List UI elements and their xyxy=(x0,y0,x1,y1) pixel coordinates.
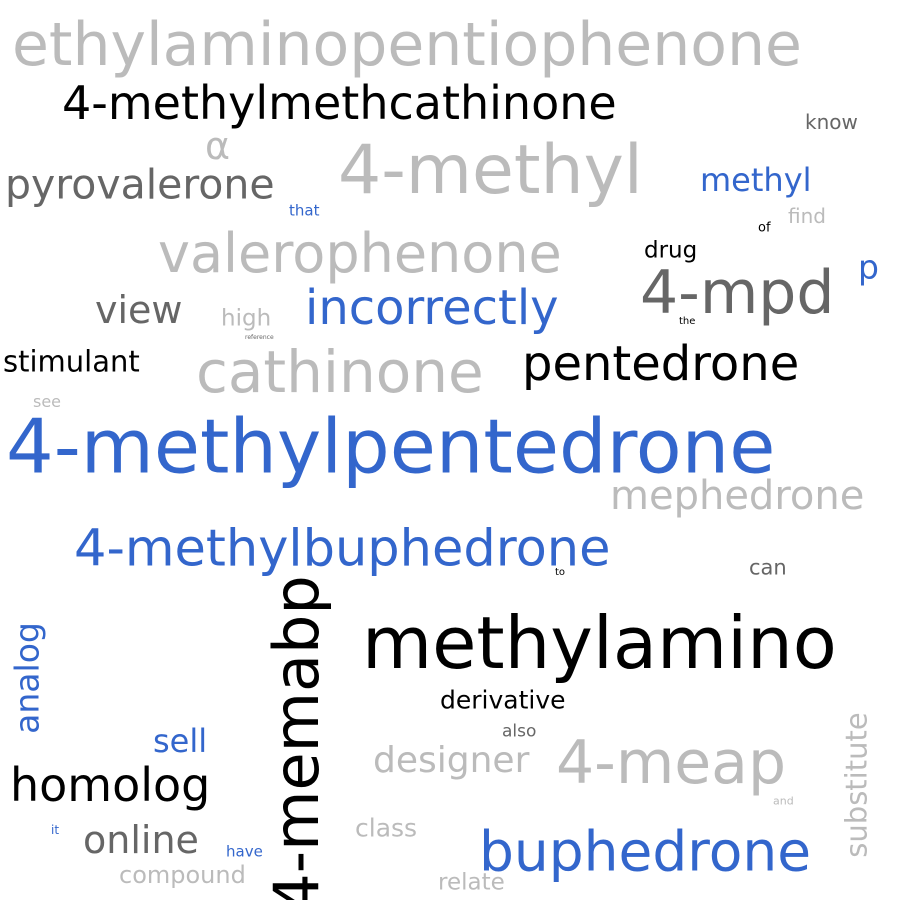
word-compound: compound xyxy=(119,861,246,889)
word-buphedrone: buphedrone xyxy=(479,819,812,884)
word-online: online xyxy=(83,818,199,862)
word-designer: designer xyxy=(373,740,530,781)
word-substitute: substitute xyxy=(839,712,874,858)
word-and: and xyxy=(773,794,794,808)
word-methylamino: methylamino xyxy=(362,601,837,685)
word-drug: drug xyxy=(644,237,698,264)
word-high: high xyxy=(221,305,272,332)
word-that: that xyxy=(289,201,320,220)
word-have: have xyxy=(226,842,263,861)
word-find: find xyxy=(788,204,826,228)
word-methyl: methyl xyxy=(700,161,812,199)
word-relate: relate xyxy=(438,869,505,896)
word-valerophenone: valerophenone xyxy=(158,222,562,285)
word-4-mpd: 4-mpd xyxy=(640,258,835,328)
word-4-methyl: 4-methyl xyxy=(338,131,643,210)
word-homolog: homolog xyxy=(10,758,211,812)
word-4-meap: 4-meap xyxy=(556,728,787,798)
word-mephedrone: mephedrone xyxy=(610,473,865,519)
word-4-memabp: 4-memabp xyxy=(260,575,333,900)
word-derivative: derivative xyxy=(440,685,566,715)
word-incorrectly: incorrectly xyxy=(305,280,559,336)
word-class: class xyxy=(355,813,418,843)
word-to: to xyxy=(555,567,566,578)
word-the: the xyxy=(679,316,696,327)
word-analog: analog xyxy=(7,622,47,734)
word-view: view xyxy=(95,288,183,332)
word-sell: sell xyxy=(153,722,208,760)
word-it: it xyxy=(51,823,60,837)
word-pentedrone: pentedrone xyxy=(522,336,800,392)
word-4-methylmethcathinone: 4-methylmethcathinone xyxy=(62,76,617,130)
word-stimulant: stimulant xyxy=(3,344,140,379)
word-reference: reference xyxy=(245,334,274,341)
word-cathinone: cathinone xyxy=(196,338,484,406)
word-also: also xyxy=(502,721,537,742)
word-alpha: α xyxy=(205,124,231,168)
word-4-methylpentedrone: 4-methylpentedrone xyxy=(6,402,776,491)
word-see: see xyxy=(33,392,62,411)
word-of: of xyxy=(758,220,771,236)
word-can: can xyxy=(749,555,787,580)
word-ethylaminopentiophenone: ethylaminopentiophenone xyxy=(12,10,802,80)
word-p: p xyxy=(858,247,879,287)
word-4-methylbuphedrone: 4-methylbuphedrone xyxy=(74,519,611,579)
word-pyrovalerone: pyrovalerone xyxy=(5,160,275,209)
word-know: know xyxy=(805,110,858,134)
